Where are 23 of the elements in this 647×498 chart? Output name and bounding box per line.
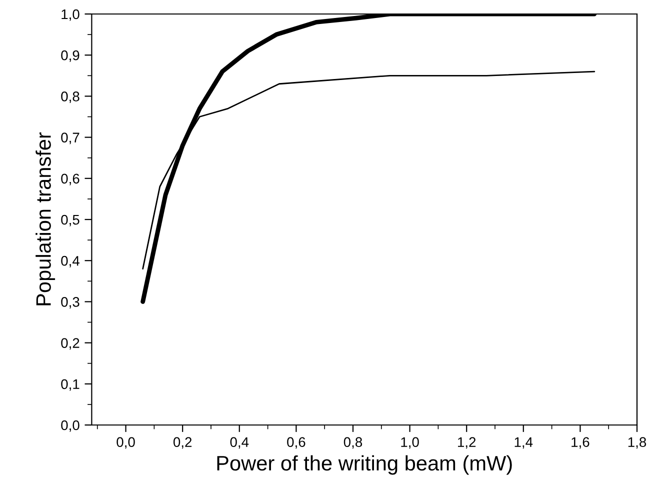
x-tick-label: 0,0: [116, 437, 135, 449]
y-tick-label: 0,4: [61, 256, 80, 268]
y-tick-label: 0,7: [61, 132, 80, 144]
y-tick-label: 0,2: [61, 338, 80, 350]
x-tick-label: 1,8: [628, 437, 646, 449]
x-tick-label: 0,6: [287, 437, 306, 449]
x-tick-label: 1,0: [401, 437, 419, 449]
y-tick-label: 0,5: [61, 214, 80, 226]
y-tick-label: 0,3: [61, 297, 80, 309]
x-tick-label: 0,2: [173, 437, 192, 449]
y-tick-label: 0,1: [61, 379, 80, 391]
y-tick-label: 0,6: [61, 174, 80, 186]
x-tick-label: 1,2: [458, 437, 476, 449]
x-tick-label: 0,4: [230, 437, 249, 449]
y-tick-label: 1,0: [62, 9, 80, 21]
x-axis-title: Power of the writing beam (mW): [217, 455, 512, 475]
x-tick-label: 0,8: [344, 437, 362, 449]
y-tick-label: 0,9: [61, 50, 80, 62]
x-tick-label: 1,6: [572, 437, 590, 449]
y-axis-title: Population transfer: [36, 132, 56, 306]
x-tick-label: 1,4: [514, 437, 533, 449]
y-tick-label: 0,8: [61, 92, 80, 104]
y-tick-label: 0,0: [61, 420, 80, 432]
